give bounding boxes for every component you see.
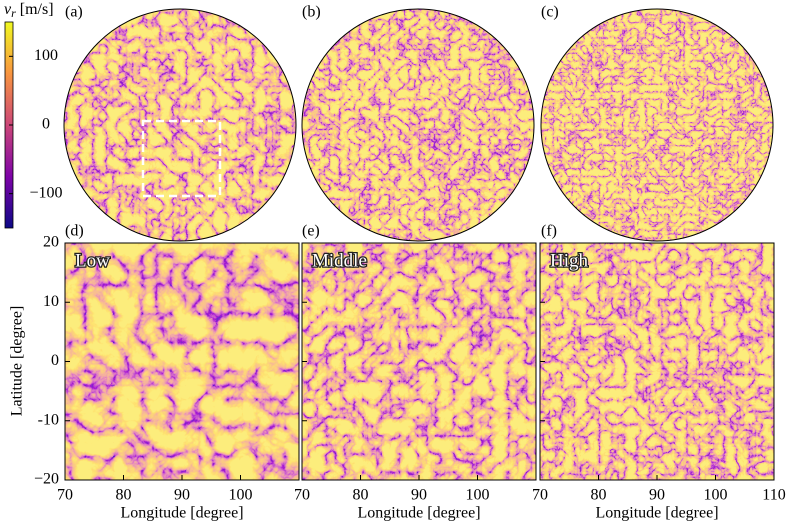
sphere-outline [63, 8, 297, 242]
x-axis-label: Longitude [degree] [357, 505, 480, 522]
map-image [65, 243, 299, 480]
sphere-outline [301, 8, 535, 242]
colorbar-tick-label: 0 [42, 116, 50, 133]
y-axis-label: Latitude [degree] [9, 306, 26, 417]
panel-label: (f) [541, 223, 557, 240]
map-title: Low [75, 250, 110, 271]
x-tick-label: 80 [591, 487, 607, 504]
panel-label: (d) [65, 223, 84, 240]
x-tick-label: 70 [532, 487, 548, 504]
x-tick-label: 70 [294, 487, 310, 504]
map-image [540, 243, 774, 480]
sphere-image [541, 9, 773, 241]
x-tick-label: 100 [704, 487, 728, 504]
x-tick-label: 100 [466, 487, 490, 504]
sphere-image [302, 9, 534, 241]
x-tick-label: 100 [229, 487, 253, 504]
x-tick-label: 110 [762, 487, 785, 504]
panel-label: (a) [65, 4, 83, 21]
y-tick-label: 0 [51, 352, 59, 369]
map-title: High [550, 250, 589, 271]
y-tick-label: 20 [43, 234, 59, 251]
map-image [302, 243, 536, 480]
x-tick-label: 90 [411, 487, 427, 504]
x-tick-label: 90 [174, 487, 190, 504]
colorbar-tick-label: −100 [29, 184, 62, 201]
colorbar-tick-label: 100 [34, 47, 58, 64]
x-tick-label: 70 [57, 487, 73, 504]
x-tick-label: 80 [353, 487, 369, 504]
x-tick-label: 80 [116, 487, 132, 504]
panel-label: (b) [302, 4, 321, 21]
y-tick-label: 10 [43, 293, 59, 310]
x-axis-label: Longitude [degree] [595, 505, 718, 522]
panel-label: (c) [541, 4, 559, 21]
x-axis-label: Longitude [degree] [120, 505, 243, 522]
panel-label: (e) [302, 223, 320, 240]
y-tick-label: -10 [38, 411, 59, 428]
zoom-box [141, 119, 222, 198]
sphere-image [64, 9, 296, 241]
map-title: Middle [312, 250, 367, 271]
y-tick-label: −20 [34, 471, 59, 488]
colorbar-label: vr [m/s] [4, 1, 54, 20]
x-tick-label: 90 [649, 487, 665, 504]
sphere-outline [540, 8, 774, 242]
